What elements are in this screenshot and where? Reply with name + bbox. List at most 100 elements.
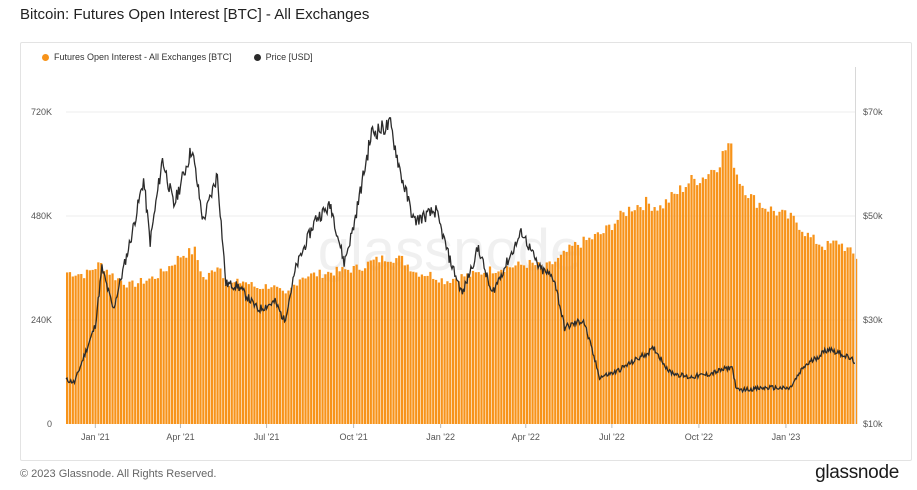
- open-interest-bar: [613, 223, 616, 424]
- open-interest-bar: [511, 267, 514, 424]
- open-interest-bar: [258, 289, 262, 424]
- open-interest-bar: [139, 277, 143, 424]
- legend-item-price[interactable]: Price [USD]: [253, 52, 313, 62]
- open-interest-bar: [483, 272, 486, 424]
- open-interest-bar: [480, 274, 483, 424]
- open-interest-bar: [539, 265, 543, 424]
- legend-label-price: Price [USD]: [265, 52, 313, 62]
- open-interest-bar: [114, 280, 117, 424]
- open-interest-bar: [364, 268, 367, 424]
- open-interest-bar: [176, 255, 179, 424]
- open-interest-bar: [687, 183, 690, 424]
- open-interest-bar: [557, 257, 560, 424]
- open-interest-bar: [210, 270, 213, 424]
- open-interest-bar: [341, 267, 344, 424]
- open-interest-bar: [602, 233, 605, 424]
- open-interest-bar: [451, 278, 455, 424]
- open-interest-bar: [463, 276, 466, 424]
- open-interest-bar: [324, 274, 327, 424]
- open-interest-bar: [545, 262, 548, 424]
- open-interest-bar: [749, 194, 753, 424]
- open-interest-bar: [664, 199, 668, 424]
- x-tick-label: Jan '22: [426, 432, 455, 442]
- open-interest-bar: [846, 247, 849, 424]
- open-interest-bar: [843, 250, 846, 424]
- open-interest-bar: [554, 261, 557, 424]
- open-interest-bar: [290, 287, 293, 424]
- open-interest-bar: [559, 254, 563, 424]
- open-interest-bar: [747, 198, 750, 424]
- open-interest-bar: [307, 276, 310, 424]
- open-interest-bar: [162, 271, 165, 424]
- open-interest-bar: [94, 269, 97, 424]
- open-interest-bar: [568, 244, 571, 424]
- open-interest-bar: [233, 282, 236, 424]
- open-interest-bar: [840, 243, 844, 424]
- open-interest-bar: [128, 281, 131, 424]
- open-interest-bar: [344, 269, 347, 424]
- open-interest-bar: [650, 210, 653, 424]
- open-interest-bar: [131, 280, 134, 424]
- open-interest-bar: [505, 266, 509, 424]
- open-interest-bar: [97, 262, 100, 424]
- open-interest-bar: [528, 259, 531, 424]
- open-interest-bar: [358, 269, 361, 424]
- price-line: [65, 117, 856, 394]
- open-interest-bar: [761, 207, 764, 424]
- open-interest-bar: [185, 257, 188, 424]
- open-interest-bar: [68, 272, 72, 424]
- open-interest-bar: [823, 249, 827, 424]
- open-interest-bar: [415, 272, 418, 424]
- open-interest-bar: [721, 151, 724, 424]
- open-interest-bar: [786, 218, 790, 424]
- open-interest-bar: [378, 262, 381, 424]
- open-interest-bar: [508, 267, 511, 424]
- open-interest-bar: [321, 277, 324, 424]
- open-interest-bar: [679, 185, 682, 424]
- open-interest-bar: [261, 288, 265, 424]
- open-interest-bar: [701, 177, 704, 424]
- open-interest-bar: [466, 273, 469, 424]
- open-interest-bar: [386, 261, 389, 424]
- open-interest-bar: [230, 282, 233, 424]
- y-left-tick-label: 480K: [31, 211, 52, 221]
- open-interest-bar: [769, 206, 773, 424]
- open-interest-bar: [398, 255, 401, 424]
- open-interest-bar: [764, 208, 767, 424]
- open-interest-bar: [503, 271, 506, 424]
- open-interest-bar: [338, 271, 341, 424]
- open-interest-bar: [443, 284, 446, 424]
- open-interest-bar: [122, 284, 125, 424]
- open-interest-bar: [755, 207, 758, 424]
- open-interest-bar: [537, 262, 540, 424]
- legend-item-open-interest[interactable]: Futures Open Interest - All Exchanges [B…: [42, 52, 232, 62]
- open-interest-bar: [105, 269, 108, 424]
- open-interest-bar: [738, 183, 741, 424]
- open-interest-bar: [446, 281, 449, 424]
- open-interest-bar: [117, 278, 120, 424]
- open-interest-bar: [102, 271, 106, 424]
- open-interest-bar: [642, 210, 645, 424]
- open-interest-bar: [437, 282, 441, 424]
- open-interest-bar: [741, 185, 744, 424]
- open-interest-bar: [815, 243, 818, 424]
- open-interest-bar: [826, 240, 829, 424]
- open-interest-bar: [855, 258, 858, 424]
- open-interest-bar: [588, 237, 591, 424]
- open-interest-bar: [619, 210, 622, 424]
- open-interest-bar: [276, 286, 279, 424]
- open-interest-bar: [681, 191, 685, 424]
- open-interest-bar: [474, 272, 477, 424]
- open-interest-bar: [80, 273, 83, 424]
- open-interest-bar: [758, 202, 761, 424]
- open-interest-bar: [562, 250, 565, 424]
- open-interest-bar: [494, 273, 497, 424]
- open-interest-bar: [383, 261, 387, 424]
- open-interest-bar: [134, 286, 137, 424]
- open-interest-bar: [236, 278, 239, 424]
- open-interest-bar: [767, 211, 770, 424]
- open-interest-bar: [301, 277, 304, 424]
- x-tick-label: Oct '22: [685, 432, 713, 442]
- open-interest-bar: [199, 271, 202, 424]
- open-interest-bar: [329, 272, 333, 424]
